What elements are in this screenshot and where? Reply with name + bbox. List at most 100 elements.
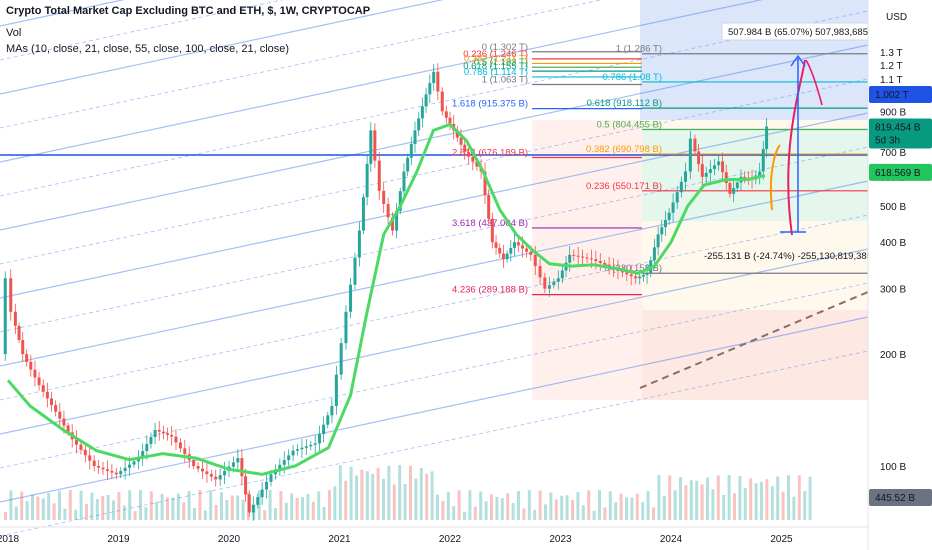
volume-bar	[182, 502, 186, 520]
x-tick-label: 2020	[218, 534, 241, 545]
candle-body	[256, 497, 260, 505]
volume-bar	[716, 475, 720, 520]
volume-bar	[112, 500, 115, 520]
candle-body	[17, 325, 21, 341]
volume-bar	[230, 495, 234, 520]
fib-right-label: 0.5 (804.455 B)	[597, 119, 663, 130]
annotation-measure-down: -255.131 B (-24.74%) -255,130,819,385	[704, 251, 872, 262]
volume-bar	[495, 496, 499, 520]
candle-body	[174, 436, 178, 443]
candle-body	[291, 450, 295, 456]
volume-bar	[781, 491, 785, 520]
volume-bar	[554, 499, 558, 520]
candle-body	[498, 247, 502, 254]
x-tick-label: 2025	[770, 534, 793, 545]
volume-bar	[463, 511, 466, 520]
candle-body	[58, 411, 62, 419]
volume-bar	[398, 465, 402, 520]
projection-curve	[769, 144, 781, 211]
volume-bar	[171, 497, 175, 520]
volume-bar	[436, 494, 439, 520]
candle-body	[322, 424, 326, 435]
candle-body	[448, 117, 452, 125]
candle-body	[178, 442, 182, 449]
fib-left-label: 1.618 (915.375 B)	[452, 99, 528, 110]
fib-left-label: 0.236 (1.246 T)	[463, 49, 528, 60]
volume-bar	[544, 504, 547, 520]
volume-bar	[581, 505, 585, 520]
candle-body	[432, 71, 436, 84]
candle-body	[693, 138, 697, 152]
candle-body	[413, 130, 417, 145]
candle-body	[119, 471, 123, 475]
volume-bar	[452, 506, 456, 520]
volume-bar	[797, 475, 801, 520]
candle-body	[269, 474, 273, 482]
candle-body	[365, 163, 369, 198]
y-axis-unit: USD	[886, 12, 907, 23]
candle-body	[728, 183, 732, 194]
candle-body	[487, 195, 491, 219]
candle-body	[114, 472, 118, 475]
volume-bar	[592, 510, 596, 520]
candle-body	[717, 161, 721, 166]
candle-body	[339, 343, 343, 375]
volume-legend: Vol	[6, 27, 22, 39]
volume-bar	[166, 497, 169, 520]
candle-body	[704, 172, 708, 177]
candle-body	[663, 219, 667, 228]
candle-body	[420, 106, 424, 119]
volume-bar	[203, 510, 207, 520]
price-box-label: 445.52 B	[875, 493, 915, 504]
volume-bar	[371, 473, 375, 520]
volume-bar	[311, 501, 315, 520]
candle-body	[349, 284, 353, 312]
candle-body	[475, 161, 479, 167]
candle-body	[560, 270, 564, 279]
candle-body	[398, 191, 402, 211]
fib-zone-right-green	[642, 128, 868, 221]
candle-body	[41, 385, 45, 392]
candle-body	[369, 130, 373, 164]
candle-body	[724, 172, 728, 184]
candle-body	[743, 176, 747, 178]
candle-body	[83, 449, 87, 456]
volume-bar	[149, 491, 153, 520]
candle-body	[123, 467, 127, 472]
volume-bar	[214, 504, 218, 520]
candle-body	[282, 460, 286, 465]
volume-bar	[122, 505, 126, 520]
volume-bar	[257, 490, 261, 520]
candle-body	[525, 248, 529, 252]
candle-body	[153, 429, 157, 438]
volume-bar	[144, 507, 148, 520]
candle-body	[9, 278, 13, 312]
highlight-region	[640, 0, 868, 120]
volume-bar	[484, 501, 488, 520]
price-box	[869, 163, 932, 181]
volume-bar	[41, 498, 45, 520]
candle-body	[440, 91, 444, 112]
channel-line	[0, 180, 869, 367]
volume-bar	[792, 496, 796, 520]
volume-bar	[85, 504, 88, 520]
volume-bar	[139, 490, 142, 520]
volume-bar	[603, 507, 607, 520]
volume-bar	[409, 465, 412, 520]
fib-right-label: 0.786 (1.08 T)	[602, 72, 662, 83]
volume-bar	[430, 471, 434, 520]
volume-bar	[576, 492, 580, 520]
candle-body	[529, 251, 533, 255]
volume-bar	[490, 494, 493, 520]
fib-left-label: 0.5 (1.183 T)	[474, 57, 528, 68]
candle-body	[166, 433, 170, 435]
volume-bar	[457, 490, 461, 520]
candle-body	[101, 467, 105, 470]
volume-bar	[571, 500, 574, 520]
candle-body	[589, 258, 593, 260]
y-tick-label: 1.3 T	[880, 48, 903, 59]
price-box	[869, 489, 932, 506]
y-tick-label: 200 B	[880, 350, 906, 361]
